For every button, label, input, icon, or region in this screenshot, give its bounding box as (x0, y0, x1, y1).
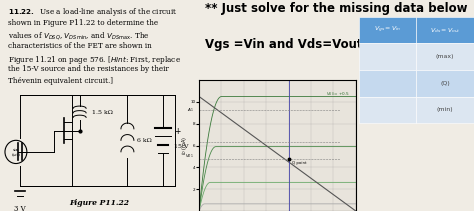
Text: Vgs =Vin and Vds=Vout: Vgs =Vin and Vds=Vout (205, 38, 362, 51)
Text: Figure P11.22: Figure P11.22 (70, 199, 129, 207)
Text: Thévenin equivalent circuit.]: Thévenin equivalent circuit.] (8, 77, 113, 85)
Text: +: + (174, 127, 181, 136)
Text: 3 V: 3 V (14, 205, 26, 211)
Text: the 15-V source and the resistances by their: the 15-V source and the resistances by t… (8, 65, 169, 73)
Text: 15 V: 15 V (174, 144, 189, 149)
Text: 1.5 kΩ: 1.5 kΩ (91, 110, 112, 115)
Text: characteristics of the FET are shown in: characteristics of the FET are shown in (8, 42, 152, 50)
Text: sin: sin (13, 148, 19, 152)
Text: values of $V_{DSQ}$, $V_{DS\mathrm{min}}$, and $V_{DS\mathrm{max}}$. The: values of $V_{DSQ}$, $V_{DS\mathrm{min}}… (8, 31, 150, 42)
Text: shown in Figure P11.22 to determine the: shown in Figure P11.22 to determine the (8, 19, 158, 27)
Text: ** Just solve for the missing data below: ** Just solve for the missing data below (205, 2, 467, 15)
Text: 6 kΩ: 6 kΩ (137, 138, 152, 143)
Text: Figure 11.21 on page 576. [$\it{Hint}$: First, replace: Figure 11.21 on page 576. [$\it{Hint}$: … (8, 54, 181, 66)
Text: $\bf{11.22.}$  Use a load-line analysis of the circuit: $\bf{11.22.}$ Use a load-line analysis o… (8, 6, 177, 18)
Text: (ωt): (ωt) (11, 153, 20, 157)
